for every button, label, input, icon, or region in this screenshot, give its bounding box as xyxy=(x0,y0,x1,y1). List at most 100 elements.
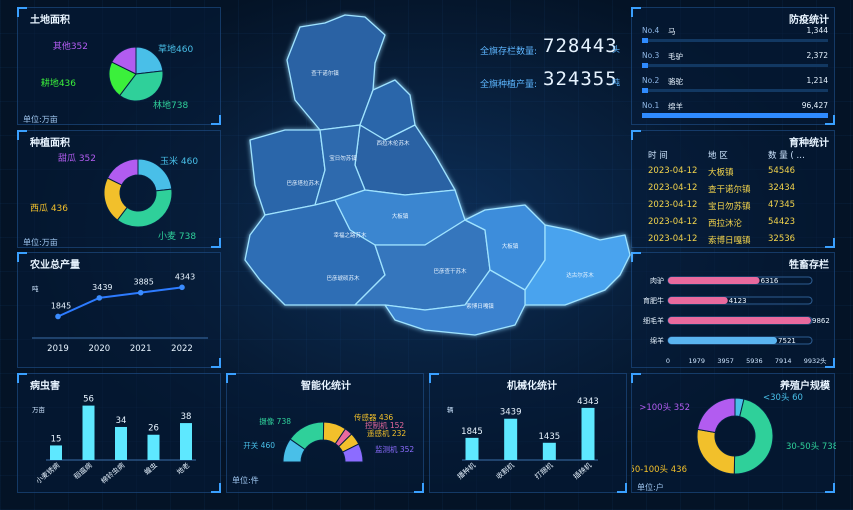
data-point xyxy=(179,284,185,291)
data-label: 1845 xyxy=(461,427,483,437)
smart-legend-label: 监测机 352 xyxy=(375,444,414,454)
land-slice xyxy=(108,61,137,97)
smart-legend-label: 传感器 436 xyxy=(354,412,393,422)
plant-slice xyxy=(106,158,139,186)
quantity-cell: 32434 xyxy=(768,183,796,193)
pests-panel: 病虫害 15 小麦锈病 56 稻瘟病 34 棉铃虫病 26 蝗虫 38 地老 万亩 xyxy=(17,373,221,493)
unit-label: 单位:万亩 xyxy=(23,238,58,247)
land-legend-label: 草地460 xyxy=(158,43,193,55)
progress-track xyxy=(642,39,828,42)
data-label: 1435 xyxy=(539,432,561,442)
data-point xyxy=(96,295,103,301)
bar xyxy=(668,277,760,284)
count-value: 2,372 xyxy=(806,51,828,60)
data-label: 4343 xyxy=(175,272,195,281)
column-header: 地 区 xyxy=(708,151,728,161)
grain-total-value: 324355 xyxy=(543,68,618,90)
column-header: 时 间 xyxy=(648,151,668,161)
epidemic-row[interactable]: No.3 毛驴 2,372 xyxy=(642,51,828,71)
x-tick-label: 5936 xyxy=(746,357,763,365)
plant-legend-label: 玉米 460 xyxy=(160,155,198,167)
data-label: 26 xyxy=(148,424,159,434)
map-label: 巴彦琥硕苏木 xyxy=(326,274,360,282)
map-region-east-upper[interactable] xyxy=(354,124,456,196)
x-tick-label: 收割机 xyxy=(494,461,516,481)
quantity-cell: 54423 xyxy=(768,217,796,227)
progress-fill xyxy=(642,63,648,68)
table-row[interactable]: 2023-04-12 查干诺尔镇 32434 xyxy=(640,183,846,199)
panel-title: 牲畜存栏 xyxy=(789,260,829,271)
epidemic-row[interactable]: No.1 绵羊 96,427 xyxy=(642,101,828,121)
date-cell: 2023-04-12 xyxy=(648,200,698,210)
livestock-total-unit: 头 xyxy=(612,45,620,54)
region-cell: 查干诺尔镇 xyxy=(708,185,751,195)
panel-title: 育种统计 xyxy=(789,138,829,149)
bar xyxy=(82,405,95,460)
plant-slice xyxy=(116,188,173,228)
progress-fill xyxy=(642,38,648,43)
x-tick-label: 1979 xyxy=(689,357,706,365)
y-category-label: 绵羊 xyxy=(650,336,664,345)
epidemic-row[interactable]: No.2 骆驼 1,214 xyxy=(642,76,828,96)
series-line xyxy=(57,286,183,318)
map-region-south[interactable] xyxy=(384,269,526,336)
land-area-panel: 土地面积 草地460 林地738 耕地436 其他352 单位:万亩 xyxy=(17,7,221,125)
table-row[interactable]: 2023-04-12 宝日勿苏镇 47345 xyxy=(640,200,846,216)
quantity-cell: 54546 xyxy=(768,166,796,176)
data-label: 4123 xyxy=(729,297,747,305)
bar xyxy=(668,337,778,344)
region-cell: 宝日勿苏镇 xyxy=(708,202,751,212)
axis-unit-label: 辆 xyxy=(447,405,454,414)
land-legend-label: 其他352 xyxy=(53,40,88,52)
unit-label: 单位:户 xyxy=(637,483,664,492)
bar xyxy=(504,418,518,460)
map-region-north[interactable] xyxy=(286,14,386,131)
unit-label: 单位:万亩 xyxy=(23,115,58,124)
x-tick-label: 插秧机 xyxy=(571,461,593,481)
table-row[interactable]: 2023-04-12 大板镇 54546 xyxy=(640,166,846,182)
date-cell: 2023-04-12 xyxy=(648,234,698,244)
mech-stats-bar-chart: 1845 播种机 3439 收割机 1435 打捆机 4343 插秧机 辆 xyxy=(447,397,599,481)
data-label: 3439 xyxy=(92,283,112,292)
smart-stats-panel: 智能化统计 开关 460 摄像 738 传感器 436 控制机 152 遥感机 232 监… xyxy=(226,373,424,493)
plant-area-panel: 种植面积 玉米 460 小麦 738 西瓜 436 甜瓜 352 单位:万亩 xyxy=(17,130,221,248)
column-header: 数 量 ( … xyxy=(768,151,805,161)
land-slice xyxy=(135,46,164,75)
map-region-southeast[interactable] xyxy=(524,224,631,306)
epidemic-row[interactable]: No.4 马 1,344 xyxy=(642,26,828,46)
livestock-stock-bar-chart: 肉驴 6316 育肥牛 4123 细毛羊 9862 绵羊 7521 0 1979 3957 5936 7… xyxy=(643,276,830,365)
table-row[interactable]: 2023-04-12 索博日嘎镇 32536 xyxy=(640,234,846,250)
panel-title: 种植面积 xyxy=(30,138,70,149)
mech-stats-panel: 机械化统计 1845 播种机 3439 收割机 1435 打捆机 4343 插秧机 辆 xyxy=(429,373,627,493)
data-label: 7521 xyxy=(778,337,796,345)
map-label: 幸福之路苏木 xyxy=(333,231,367,239)
x-tick-label: 9932 xyxy=(804,357,821,365)
progress-track xyxy=(642,64,828,67)
y-category-label: 育肥牛 xyxy=(643,296,664,305)
panel-title: 机械化统计 xyxy=(507,381,557,392)
bar xyxy=(542,442,556,460)
unit-label: 单位:件 xyxy=(232,476,259,485)
table-row[interactable]: 2023-04-12 西拉沐沦 54423 xyxy=(640,217,846,233)
data-label: 56 xyxy=(83,395,94,405)
smart-slice xyxy=(341,443,364,463)
count-value: 1,214 xyxy=(806,76,828,85)
plant-area-donut-chart: 玉米 460 小麦 738 西瓜 436 甜瓜 352 xyxy=(30,152,198,242)
axis-unit-label: 万亩 xyxy=(32,405,46,414)
x-tick-label: 打捆机 xyxy=(533,461,555,481)
agri-output-panel: 农业总产量 吨 1845 2019 3439 2020 3885 2021 4343 2022 xyxy=(17,252,221,368)
scale-slice xyxy=(696,428,736,475)
animal-name: 毛驴 xyxy=(668,52,683,61)
map-label: 西拉木伦苏木 xyxy=(376,139,410,147)
date-cell: 2023-04-12 xyxy=(648,183,698,193)
x-tick-label: 0 xyxy=(666,357,670,365)
progress-track xyxy=(642,89,828,92)
x-tick-label: 播种机 xyxy=(455,461,477,481)
agri-output-line-chart: 吨 1845 2019 3439 2020 3885 2021 4343 2022 xyxy=(32,272,208,354)
data-label: 3885 xyxy=(133,278,153,287)
data-point xyxy=(55,313,61,320)
plant-legend-label: 甜瓜 352 xyxy=(58,152,96,164)
map-region-west-upper[interactable] xyxy=(249,129,326,216)
rank-label: No.3 xyxy=(642,51,660,60)
bar xyxy=(668,297,728,304)
